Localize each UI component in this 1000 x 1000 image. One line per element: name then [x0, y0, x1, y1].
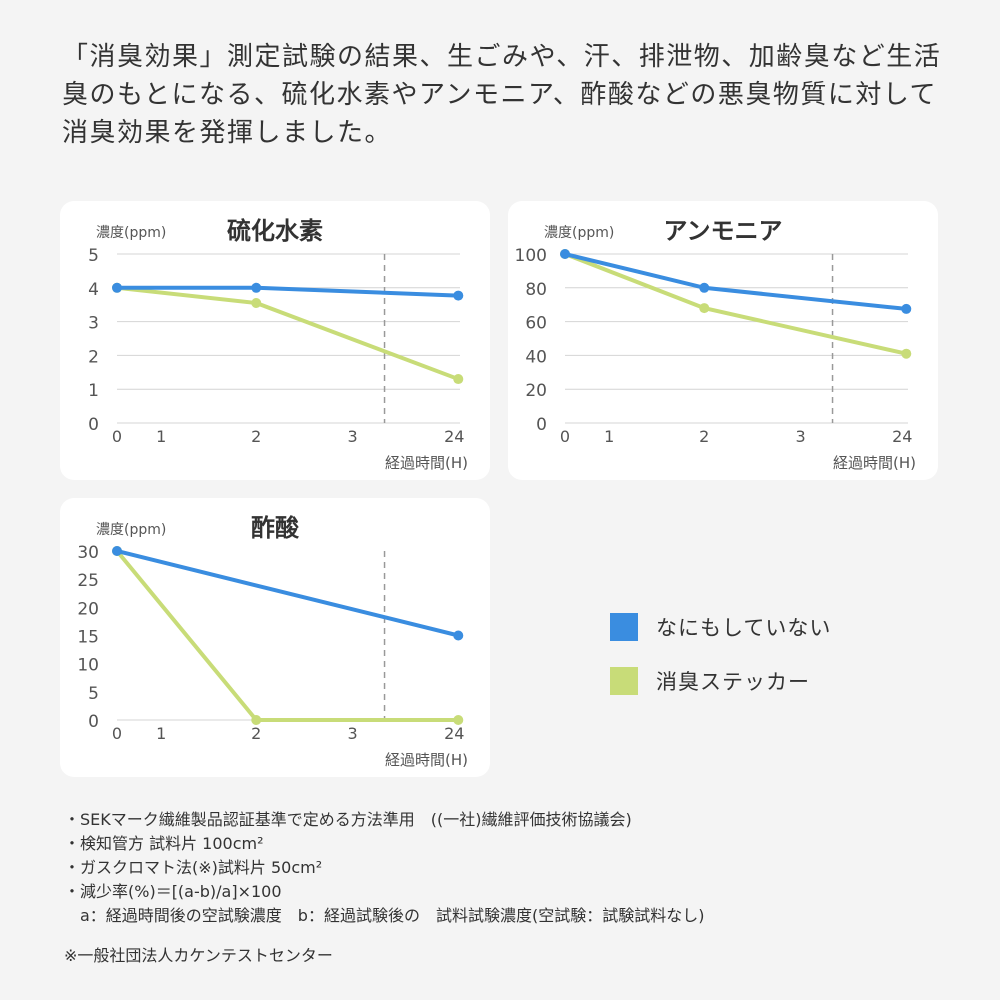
- data-point: [453, 290, 464, 301]
- y-tick-label: 80: [525, 280, 547, 300]
- y-tick-label: 5: [88, 246, 99, 266]
- y-axis-label: 濃度(ppm): [544, 225, 614, 241]
- footnotes: ・SEKマーク繊維製品認証基準で定める方法準用 ((一社)繊維評価技術協議会) …: [64, 808, 704, 968]
- y-tick-label: 0: [88, 712, 99, 732]
- legend-swatch: [610, 667, 638, 695]
- data-point: [251, 298, 262, 309]
- data-point: [901, 303, 912, 314]
- note: ※一般社団法人カケンテストセンター: [64, 946, 333, 965]
- note: a：経過時間後の空試験濃度 b：経過試験後の 試料試験濃度(空試験：試験試料なし…: [64, 906, 705, 925]
- y-tick-label: 4: [88, 280, 99, 300]
- chart-title: 硫化水素: [227, 217, 323, 245]
- x-tick-label: 1: [604, 427, 614, 446]
- note: [64, 928, 704, 944]
- x-tick-label: 2: [251, 724, 261, 743]
- data-point: [112, 282, 122, 293]
- x-tick-label: 2: [251, 427, 261, 446]
- y-tick-label: 20: [77, 599, 99, 619]
- note: ・検知管方 試料片 100cm²: [64, 834, 264, 853]
- legend-label: なにもしていない: [656, 616, 832, 640]
- y-tick-label: 20: [525, 381, 547, 401]
- data-point: [251, 282, 262, 293]
- x-tick-label: 24: [444, 427, 464, 446]
- x-tick-label: 2: [699, 427, 709, 446]
- y-tick-label: 0: [536, 415, 547, 435]
- y-tick-label: 30: [77, 543, 99, 563]
- x-axis-label: 経過時間(H): [385, 454, 468, 472]
- x-tick-label: 3: [796, 427, 806, 446]
- x-tick-label: 0: [560, 427, 570, 446]
- legend-item-sticker: 消臭ステッカー: [610, 654, 831, 708]
- y-tick-label: 5: [88, 684, 99, 704]
- note: ・SEKマーク繊維製品認証基準で定める方法準用 ((一社)繊維評価技術協議会): [64, 810, 632, 829]
- y-tick-label: 0: [88, 415, 99, 435]
- series-line-untreated: [116, 549, 459, 638]
- series-line-sticker: [115, 549, 459, 722]
- data-point: [699, 303, 710, 314]
- y-axis-label: 濃度(ppm): [96, 522, 166, 538]
- legend-item-untreated: なにもしていない: [610, 600, 831, 654]
- x-tick-label: 1: [156, 724, 166, 743]
- data-point: [453, 715, 464, 725]
- note: ・減少率(%)＝[(a-b)/a]×100: [64, 882, 282, 901]
- x-axis-label: 経過時間(H): [385, 751, 468, 769]
- legend-swatch: [610, 613, 638, 641]
- y-tick-label: 60: [525, 314, 547, 334]
- series-line-sticker: [116, 285, 459, 381]
- y-tick-label: 2: [88, 347, 99, 367]
- note: ・ガスクロマト法(※)試料片 50cm²: [64, 858, 323, 877]
- chart-title: 酢酸: [251, 514, 300, 542]
- legend: なにもしていない 消臭ステッカー: [610, 600, 831, 708]
- y-tick-label: 100: [515, 246, 547, 266]
- data-point: [699, 282, 710, 293]
- y-tick-label: 10: [77, 656, 99, 676]
- y-tick-label: 15: [77, 628, 99, 648]
- data-point: [112, 546, 122, 556]
- x-tick-label: 24: [892, 427, 912, 446]
- data-point: [901, 348, 912, 359]
- x-axis-label: 経過時間(H): [833, 454, 916, 472]
- data-point: [251, 715, 262, 725]
- y-tick-label: 40: [525, 347, 547, 367]
- chart-title: アンモニア: [663, 217, 782, 245]
- legend-label: 消臭ステッカー: [656, 670, 810, 694]
- y-tick-label: 25: [77, 571, 99, 591]
- x-tick-label: 3: [348, 427, 358, 446]
- data-point: [453, 630, 464, 641]
- y-axis-label: 濃度(ppm): [96, 225, 166, 241]
- chart-card-hydrogen-sulfide: 0 1 2 3 4 5 0 1 2 3 24 濃度(ppm) 硫化水素経過時間(H): [60, 201, 490, 480]
- y-tick-label: 1: [88, 381, 99, 401]
- chart-card-acetic-acid: 0 5 10 15 20 25 30 0 1 2 3 24 濃度(ppm) 酢酸経過時間(H): [60, 498, 490, 777]
- x-tick-label: 0: [112, 724, 122, 743]
- x-tick-label: 3: [348, 724, 358, 743]
- x-tick-label: 1: [156, 427, 166, 446]
- data-point: [453, 374, 464, 385]
- y-tick-label: 3: [88, 314, 99, 334]
- intro-text: 「消臭効果」測定試験の結果、生ごみや、汗、排泄物、加齢臭など生活臭のもとになる、…: [62, 42, 942, 148]
- x-tick-label: 0: [112, 427, 122, 446]
- x-tick-label: 24: [444, 724, 464, 743]
- chart-card-ammonia: 0 20 40 60 80 100 0 1 2 3 24 濃度(ppm) アンモニア経過時間(H): [508, 201, 938, 480]
- series-line-untreated: [564, 252, 907, 311]
- data-point: [560, 249, 570, 259]
